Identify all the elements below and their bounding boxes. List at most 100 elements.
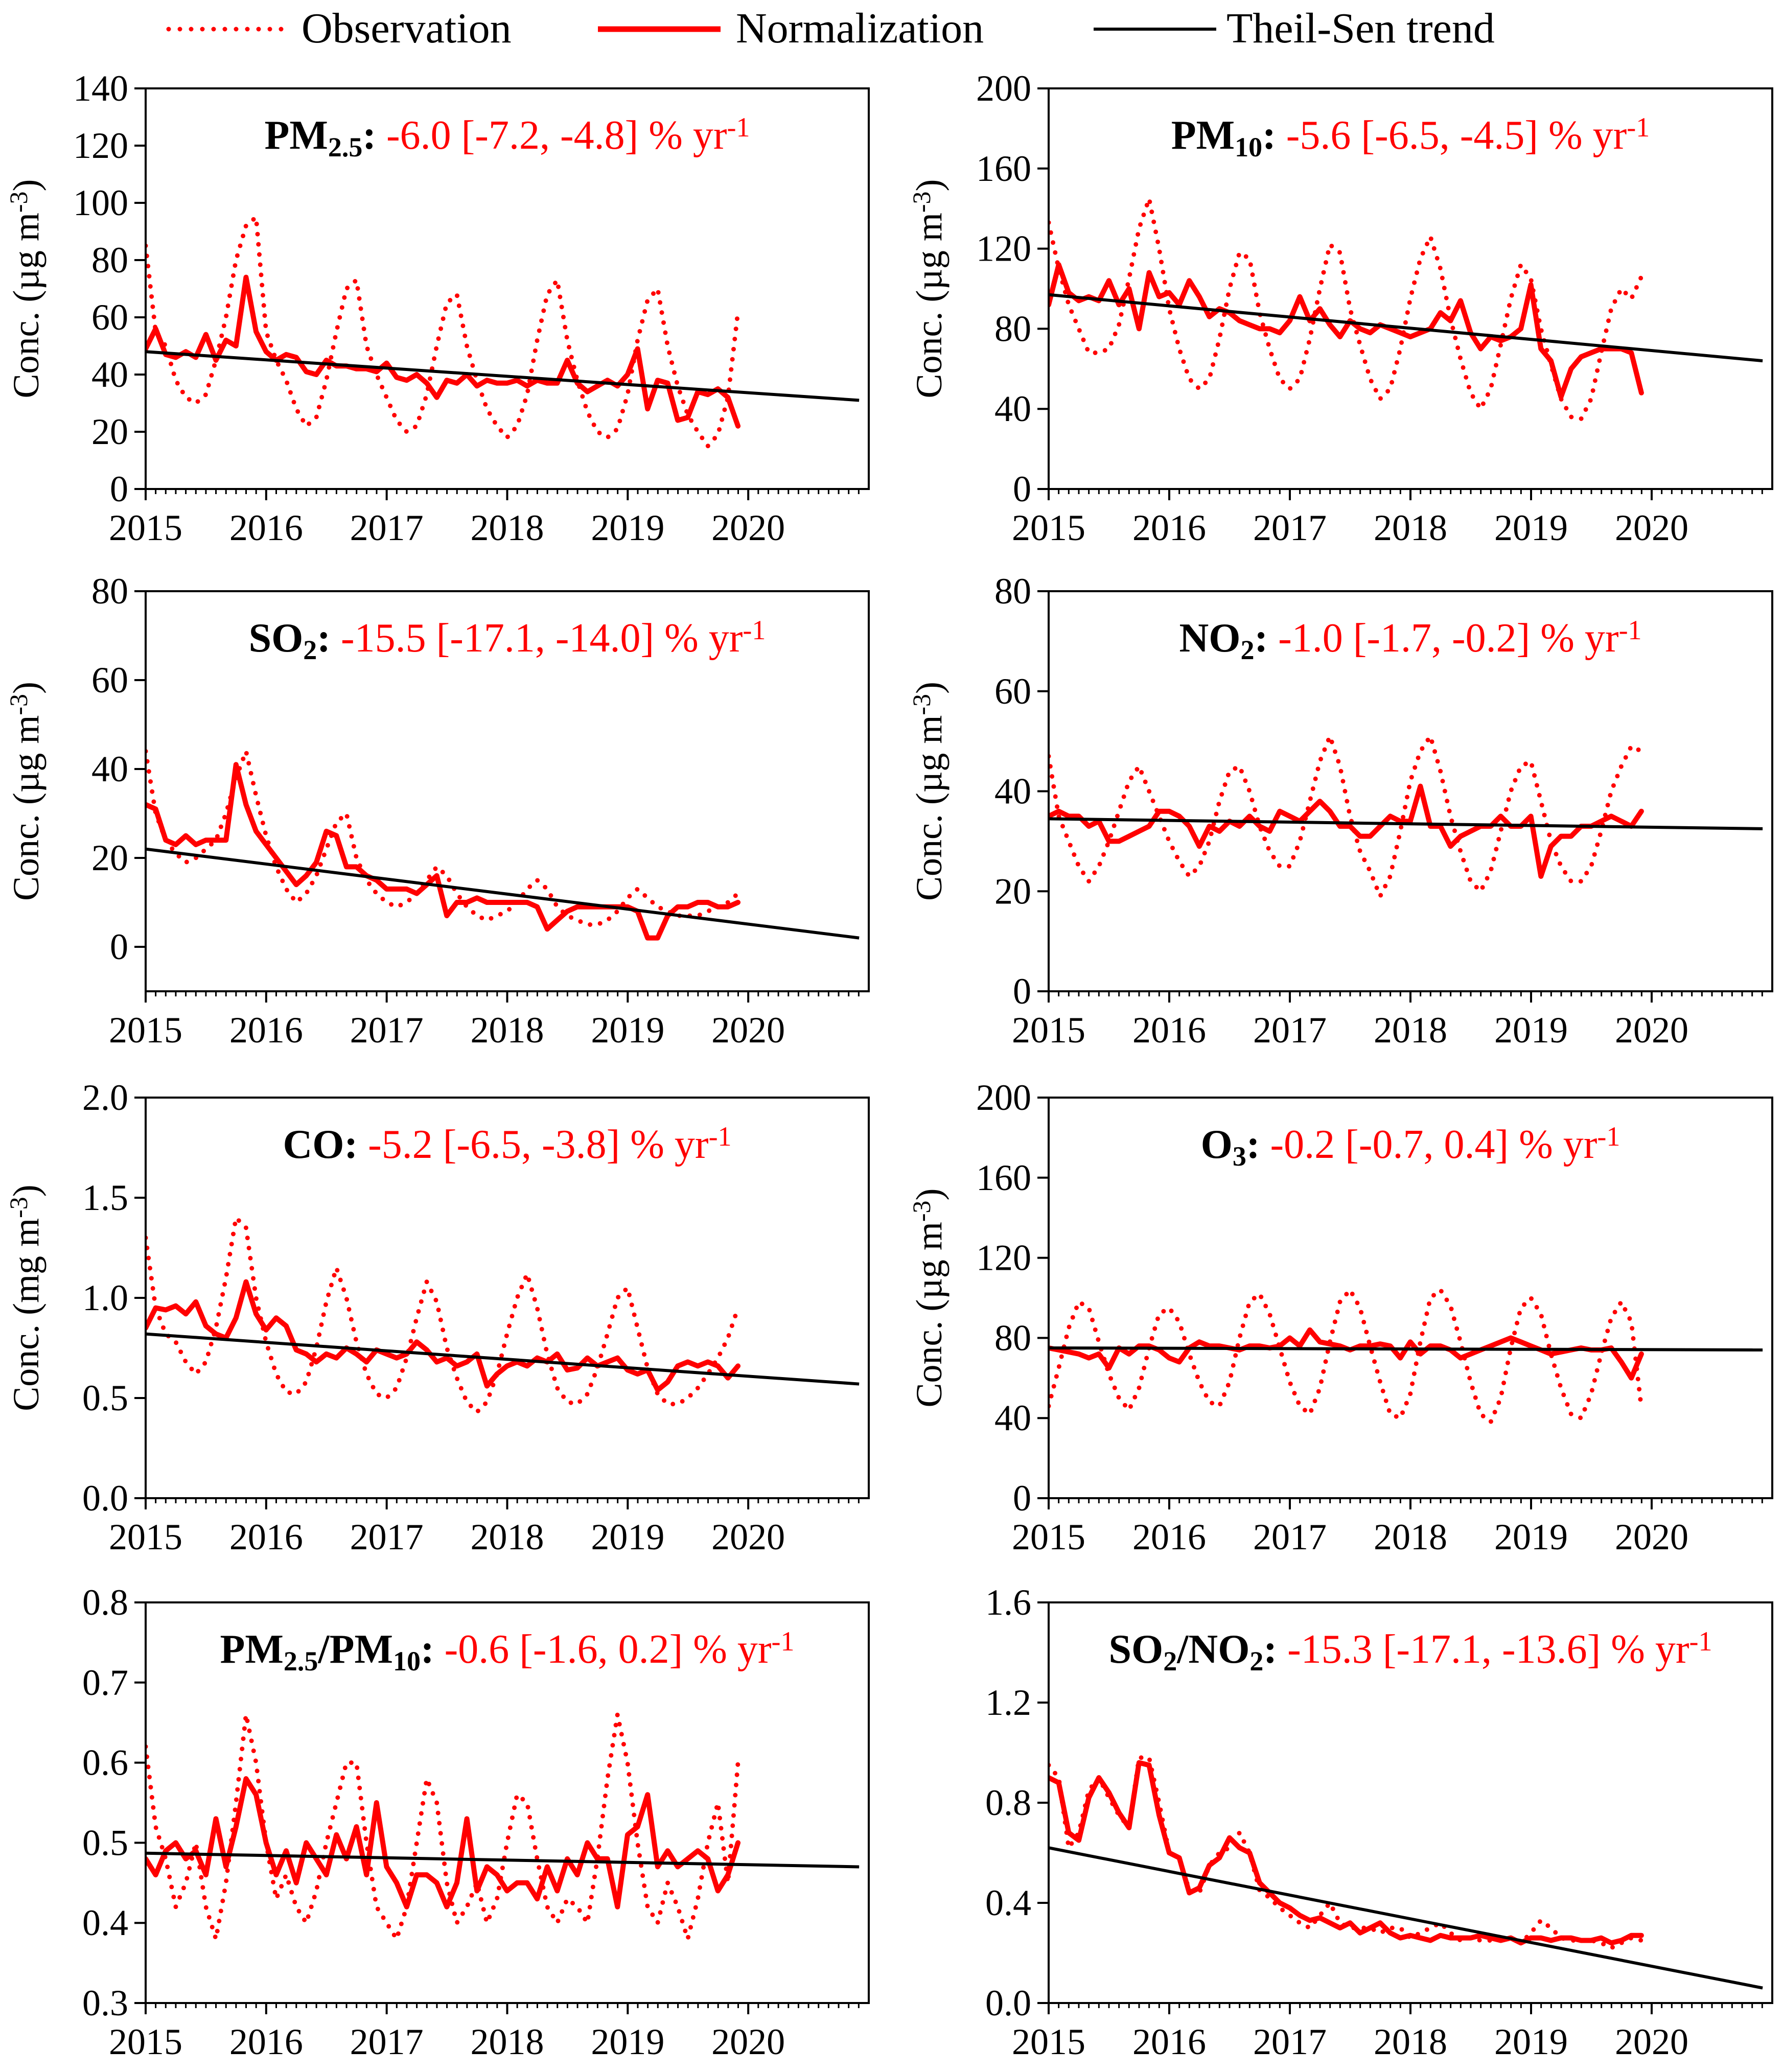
y-tick-label: 0.7 [82, 1662, 128, 1703]
trend-rate-text: -15.3 [-17.1, -13.6] % yr [1277, 1627, 1689, 1672]
y-tick-label: 0 [1013, 469, 1031, 509]
series-line-normalization [1049, 1760, 1644, 1946]
y-tick-label: 100 [73, 182, 128, 223]
text-part: Conc. (µg m [6, 213, 47, 398]
x-tick-label: 2020 [711, 507, 785, 548]
x-tick-label: 2016 [229, 1010, 303, 1051]
text-part: -3 [907, 1200, 936, 1222]
panel-co: 0.0 0.5 1.0 1.5 2.0 2015 2016 2017 2018 2019 2020 C… [4, 1077, 870, 1557]
y-tick-label: 0 [110, 469, 128, 509]
pollutant-label: SO [249, 616, 304, 661]
y-tick-label: 0.4 [82, 1902, 128, 1943]
trend-unit-superscript: -1 [709, 1121, 732, 1152]
x-tick-label: 2016 [1132, 507, 1206, 548]
text-part: ) [6, 1184, 47, 1197]
y-tick-label: 0.5 [82, 1822, 128, 1863]
series-line-observation [146, 215, 740, 449]
pollutant-label: CO: [283, 1122, 358, 1167]
x-tick-label: 2019 [1494, 1517, 1568, 1557]
y-tick-label: 1.0 [82, 1277, 128, 1318]
svg-text:SO2/NO2: -15.3 [-17.1, -13.6]: SO2/NO2: -15.3 [-17.1, -13.6] % yr-1 [1108, 1626, 1712, 1677]
y-tick-label: 0 [1013, 1478, 1031, 1519]
pollutant-label: /NO [1176, 1627, 1249, 1672]
text-part: Conc. (µg m [909, 1222, 950, 1407]
y-tick-label: 0.3 [82, 1983, 128, 2023]
theil-sen-trend-line [146, 1332, 860, 1386]
y-tick-label: 60 [91, 297, 128, 338]
x-tick-label: 2017 [1253, 1517, 1327, 1557]
text-part: Conc. (µg m [909, 715, 950, 901]
legend-label: Normalization [736, 5, 984, 52]
svg-text:PM2.5: -6.0 [-7.2, -4.8] % yr-: PM2.5: -6.0 [-7.2, -4.8] % yr-1 [265, 112, 750, 162]
panel-annotation: SO2: -15.5 [-17.1, -14.0] % yr-1 [249, 615, 766, 665]
pollutant-label: 2.5 [328, 132, 363, 162]
pollutant-label: /PM [317, 1627, 393, 1672]
y-tick-label: 200 [976, 1077, 1031, 1118]
trend-unit-superscript: -1 [1597, 1121, 1620, 1152]
y-tick-label: 1.2 [985, 1682, 1031, 1723]
y-axis-label: Conc. (µg m-3) [907, 179, 950, 398]
y-axis-label: Conc. (µg m-3) [907, 1188, 950, 1407]
text-part: -3 [4, 694, 33, 715]
x-tick-label: 2015 [109, 507, 182, 548]
x-tick-label: 2019 [591, 1010, 664, 1051]
panel-annotation: CO: -5.2 [-6.5, -3.8] % yr-1 [283, 1121, 731, 1167]
y-tick-label: 20 [91, 411, 128, 452]
trend-unit-superscript: -1 [1619, 615, 1642, 645]
plot-frame [145, 590, 870, 992]
text-part: ) [909, 682, 950, 694]
series-line-observation [146, 1712, 740, 1942]
panel-no2: 0 20 40 60 80 2015 2016 2017 2018 2019 2020 NO2: -1… [907, 571, 1773, 1051]
plot-area [146, 1712, 860, 1942]
svg-text:Conc. (µg m-3): Conc. (µg m-3) [907, 682, 950, 901]
y-tick-label: 0.0 [82, 1478, 128, 1519]
plot-frame [1048, 590, 1773, 992]
theil-sen-trend-line [146, 1851, 860, 1869]
x-tick-label: 2017 [350, 1010, 424, 1051]
text-part: ) [909, 1188, 950, 1200]
trend-unit-superscript: -1 [743, 615, 766, 645]
trend-rate-text: -0.2 [-0.7, 0.4] % yr [1260, 1122, 1597, 1167]
y-tick-label: 40 [994, 388, 1031, 429]
y-tick-label: 120 [976, 228, 1031, 269]
x-tick-label: 2020 [711, 1517, 785, 1557]
x-tick-label: 2015 [1012, 1517, 1085, 1557]
panel-annotation: PM2.5/PM10: -0.6 [-1.6, 0.2] % yr-1 [220, 1626, 795, 1677]
trend-unit-superscript: -1 [1627, 112, 1650, 143]
y-tick-label: 40 [994, 1398, 1031, 1438]
series-line-normalization [146, 1279, 741, 1393]
series-line-normalization [1049, 262, 1644, 400]
y-tick-label: 0.0 [985, 1983, 1031, 2023]
x-tick-label: 2019 [1494, 2021, 1568, 2062]
x-tick-label: 2016 [1132, 2021, 1206, 2062]
y-tick-label: 80 [994, 571, 1031, 612]
svg-text:SO2: -15.5 [-17.1, -14.0] % yr: SO2: -15.5 [-17.1, -14.0] % yr-1 [249, 615, 766, 665]
trend-unit-superscript: -1 [727, 112, 750, 143]
svg-text:O3: -0.2 [-0.7, 0.4] % yr-1: O3: -0.2 [-0.7, 0.4] % yr-1 [1201, 1121, 1620, 1172]
y-tick-label: 40 [994, 771, 1031, 812]
pollutant-label: PM [1171, 113, 1235, 158]
x-tick-label: 2020 [711, 1010, 785, 1051]
text-part: -3 [907, 191, 936, 213]
text-part: Conc. (mg m [6, 1218, 47, 1411]
x-tick-label: 2019 [591, 507, 664, 548]
trend-rate-text: -0.6 [-1.6, 0.2] % yr [434, 1627, 772, 1672]
plot-area [146, 215, 860, 449]
x-tick-label: 2020 [1615, 1010, 1688, 1051]
y-tick-label: 140 [73, 68, 128, 109]
x-tick-label: 2018 [471, 2021, 544, 2062]
svg-text:Conc. (µg m-3): Conc. (µg m-3) [907, 1188, 950, 1407]
y-tick-label: 0.8 [82, 1582, 128, 1623]
x-tick-label: 2015 [1012, 2021, 1085, 2062]
pollutant-label: 10 [393, 1646, 421, 1677]
plot-area [146, 749, 860, 941]
y-tick-label: 120 [73, 125, 128, 166]
text-part: ) [6, 179, 47, 191]
x-tick-label: 2016 [1132, 1010, 1206, 1051]
theil-sen-trend-line [1049, 817, 1763, 830]
panel-annotation: PM2.5: -6.0 [-7.2, -4.8] % yr-1 [265, 112, 750, 162]
y-tick-label: 0.6 [82, 1742, 128, 1783]
panel-o3: 0 40 80 120 160 200 2015 2016 2017 2018 2019 2020 O3… [907, 1077, 1773, 1557]
plot-area [1049, 1755, 1763, 1990]
y-tick-label: 1.5 [82, 1177, 128, 1218]
